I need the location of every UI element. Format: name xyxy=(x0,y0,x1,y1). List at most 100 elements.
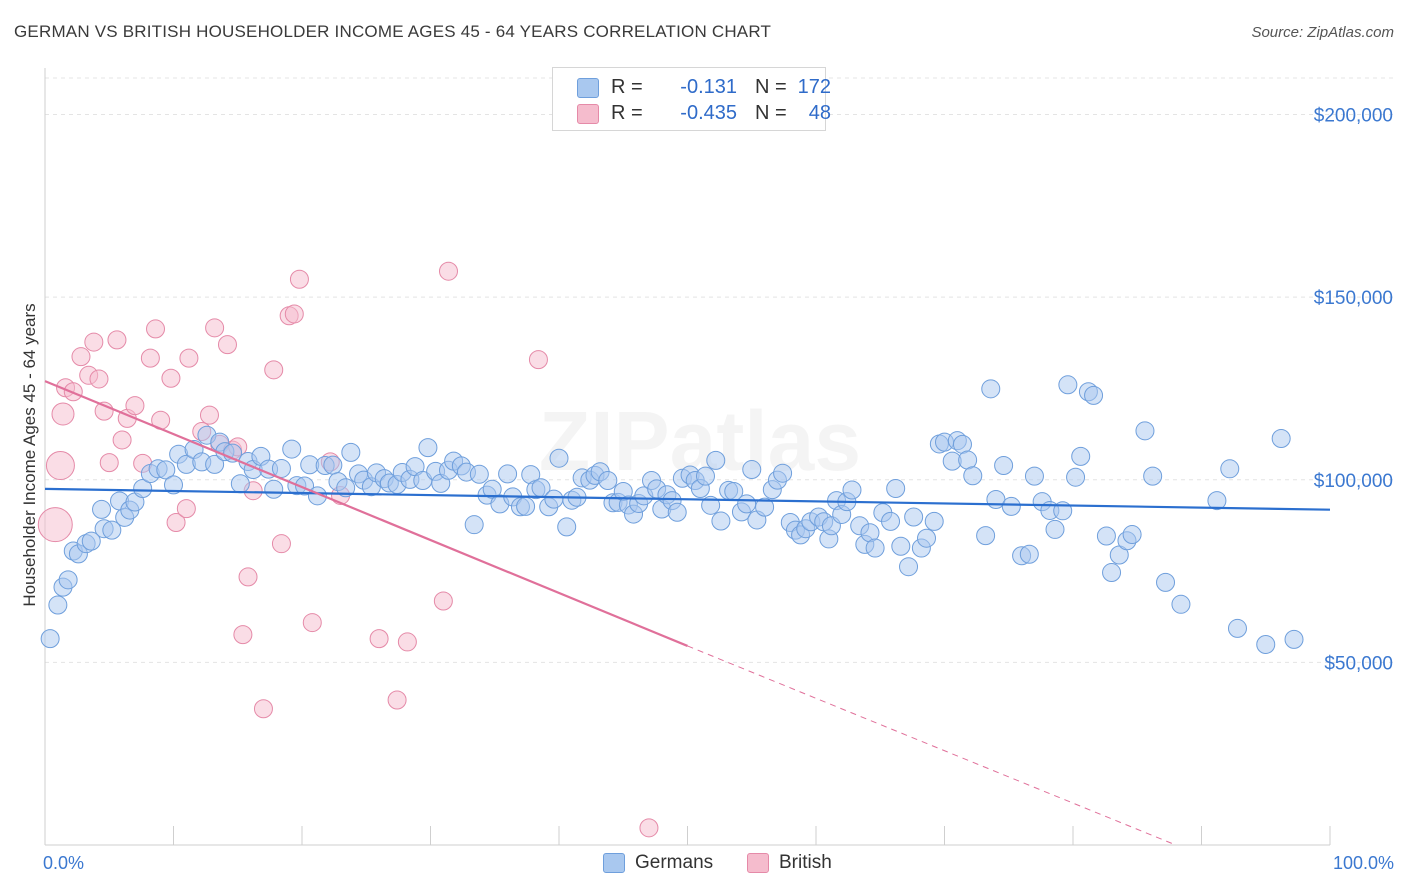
x-tick-labels: 0.0% 100.0% xyxy=(43,853,1394,873)
germans-point xyxy=(737,494,757,514)
germans-point xyxy=(92,499,112,519)
germans-point xyxy=(598,470,618,490)
r-value: -0.131 xyxy=(680,76,737,98)
germans-point xyxy=(1024,466,1044,486)
british-point xyxy=(253,699,273,719)
source-label: Source: ZipAtlas.com xyxy=(1251,24,1394,41)
germans-point xyxy=(102,520,122,540)
germans-point xyxy=(1084,385,1104,405)
british-point xyxy=(176,499,196,519)
germans-point xyxy=(1156,572,1176,592)
legend-label: British xyxy=(779,852,832,873)
germans-point xyxy=(156,460,176,480)
germans-point xyxy=(981,379,1001,399)
germans-point xyxy=(1096,526,1116,546)
germans-point xyxy=(1122,525,1142,545)
germans-point xyxy=(742,460,762,480)
germans-point xyxy=(1271,428,1291,448)
british-point xyxy=(112,430,132,450)
series-british-points xyxy=(37,261,659,838)
germans-point xyxy=(549,448,569,468)
british-point xyxy=(99,453,119,473)
british-point xyxy=(264,360,284,380)
germans-point xyxy=(48,595,68,615)
germans-point xyxy=(1284,629,1304,649)
germans-point xyxy=(58,570,78,590)
british-point xyxy=(238,567,258,587)
british-point xyxy=(37,507,73,543)
british-point xyxy=(639,818,659,838)
series-germans-points xyxy=(40,375,1304,654)
chart-title: GERMAN VS BRITISH HOUSEHOLDER INCOME AGE… xyxy=(14,22,772,41)
germans-point xyxy=(205,454,225,474)
british-point xyxy=(433,591,453,611)
germans-point xyxy=(40,629,60,649)
germans-point xyxy=(133,479,153,499)
british-swatch xyxy=(577,104,599,124)
british-point xyxy=(166,512,186,532)
british-point xyxy=(140,348,160,368)
germans-point xyxy=(755,497,775,517)
germans-point xyxy=(336,478,356,498)
british-point xyxy=(179,348,199,368)
british-point xyxy=(84,332,104,352)
germans-point xyxy=(1071,446,1091,466)
germans-point xyxy=(469,464,489,484)
y-tick-labels: $50,000 $100,000 $150,000 $200,000 xyxy=(1314,106,1393,675)
r-label: R = xyxy=(611,76,643,98)
germans-point xyxy=(1102,563,1122,583)
y-tick-label: $50,000 xyxy=(1324,653,1393,674)
series-legend: Germans British xyxy=(0,850,1406,880)
germans-point xyxy=(1045,519,1065,539)
germans-point xyxy=(418,438,438,458)
germans-point xyxy=(1207,491,1227,511)
germans-point xyxy=(81,531,101,551)
germans-swatch xyxy=(603,853,625,873)
germans-point xyxy=(1019,544,1039,564)
germans-point xyxy=(924,511,944,531)
germans-point xyxy=(1171,594,1191,614)
british-point xyxy=(107,330,127,350)
germans-point xyxy=(482,479,502,499)
stats-legend: R = -0.131 N = 172 R = -0.435 N = 48 xyxy=(552,67,831,131)
legend-label: Germans xyxy=(635,852,714,873)
british-point xyxy=(217,335,237,355)
x-tick-label-min: 0.0% xyxy=(43,853,84,873)
trend-lines xyxy=(44,380,1331,846)
british-point xyxy=(146,319,166,339)
germans-point xyxy=(164,475,183,495)
british-point xyxy=(528,350,548,370)
british-point xyxy=(302,613,322,633)
british-point xyxy=(397,632,417,652)
british-point xyxy=(89,369,109,389)
germans-point xyxy=(1227,618,1247,638)
germans-point xyxy=(271,458,291,478)
germans-point xyxy=(1256,634,1276,654)
british-point xyxy=(369,629,389,649)
germans-point xyxy=(341,442,361,462)
x-tick-label-max: 100.0% xyxy=(1333,853,1394,873)
british-trend-extension xyxy=(687,645,1176,846)
germans-point xyxy=(976,526,996,546)
germans-point xyxy=(881,511,901,531)
germans-point xyxy=(891,536,911,556)
british-point xyxy=(125,396,145,416)
n-value: 172 xyxy=(797,76,831,98)
germans-point xyxy=(1058,375,1078,395)
germans-point xyxy=(1220,459,1240,479)
germans-point xyxy=(904,507,924,527)
germans-point xyxy=(994,456,1014,476)
n-label: N = xyxy=(755,76,787,98)
british-point xyxy=(289,269,309,289)
r-value: -0.435 xyxy=(680,102,737,124)
british-point xyxy=(387,690,407,710)
n-value: 48 xyxy=(808,102,831,124)
r-label: R = xyxy=(611,102,643,124)
germans-point xyxy=(282,439,302,459)
germans-point xyxy=(464,515,484,535)
british-point xyxy=(271,534,291,554)
british-point xyxy=(438,261,458,281)
germans-point xyxy=(886,479,906,499)
british-trend-line xyxy=(44,380,688,647)
